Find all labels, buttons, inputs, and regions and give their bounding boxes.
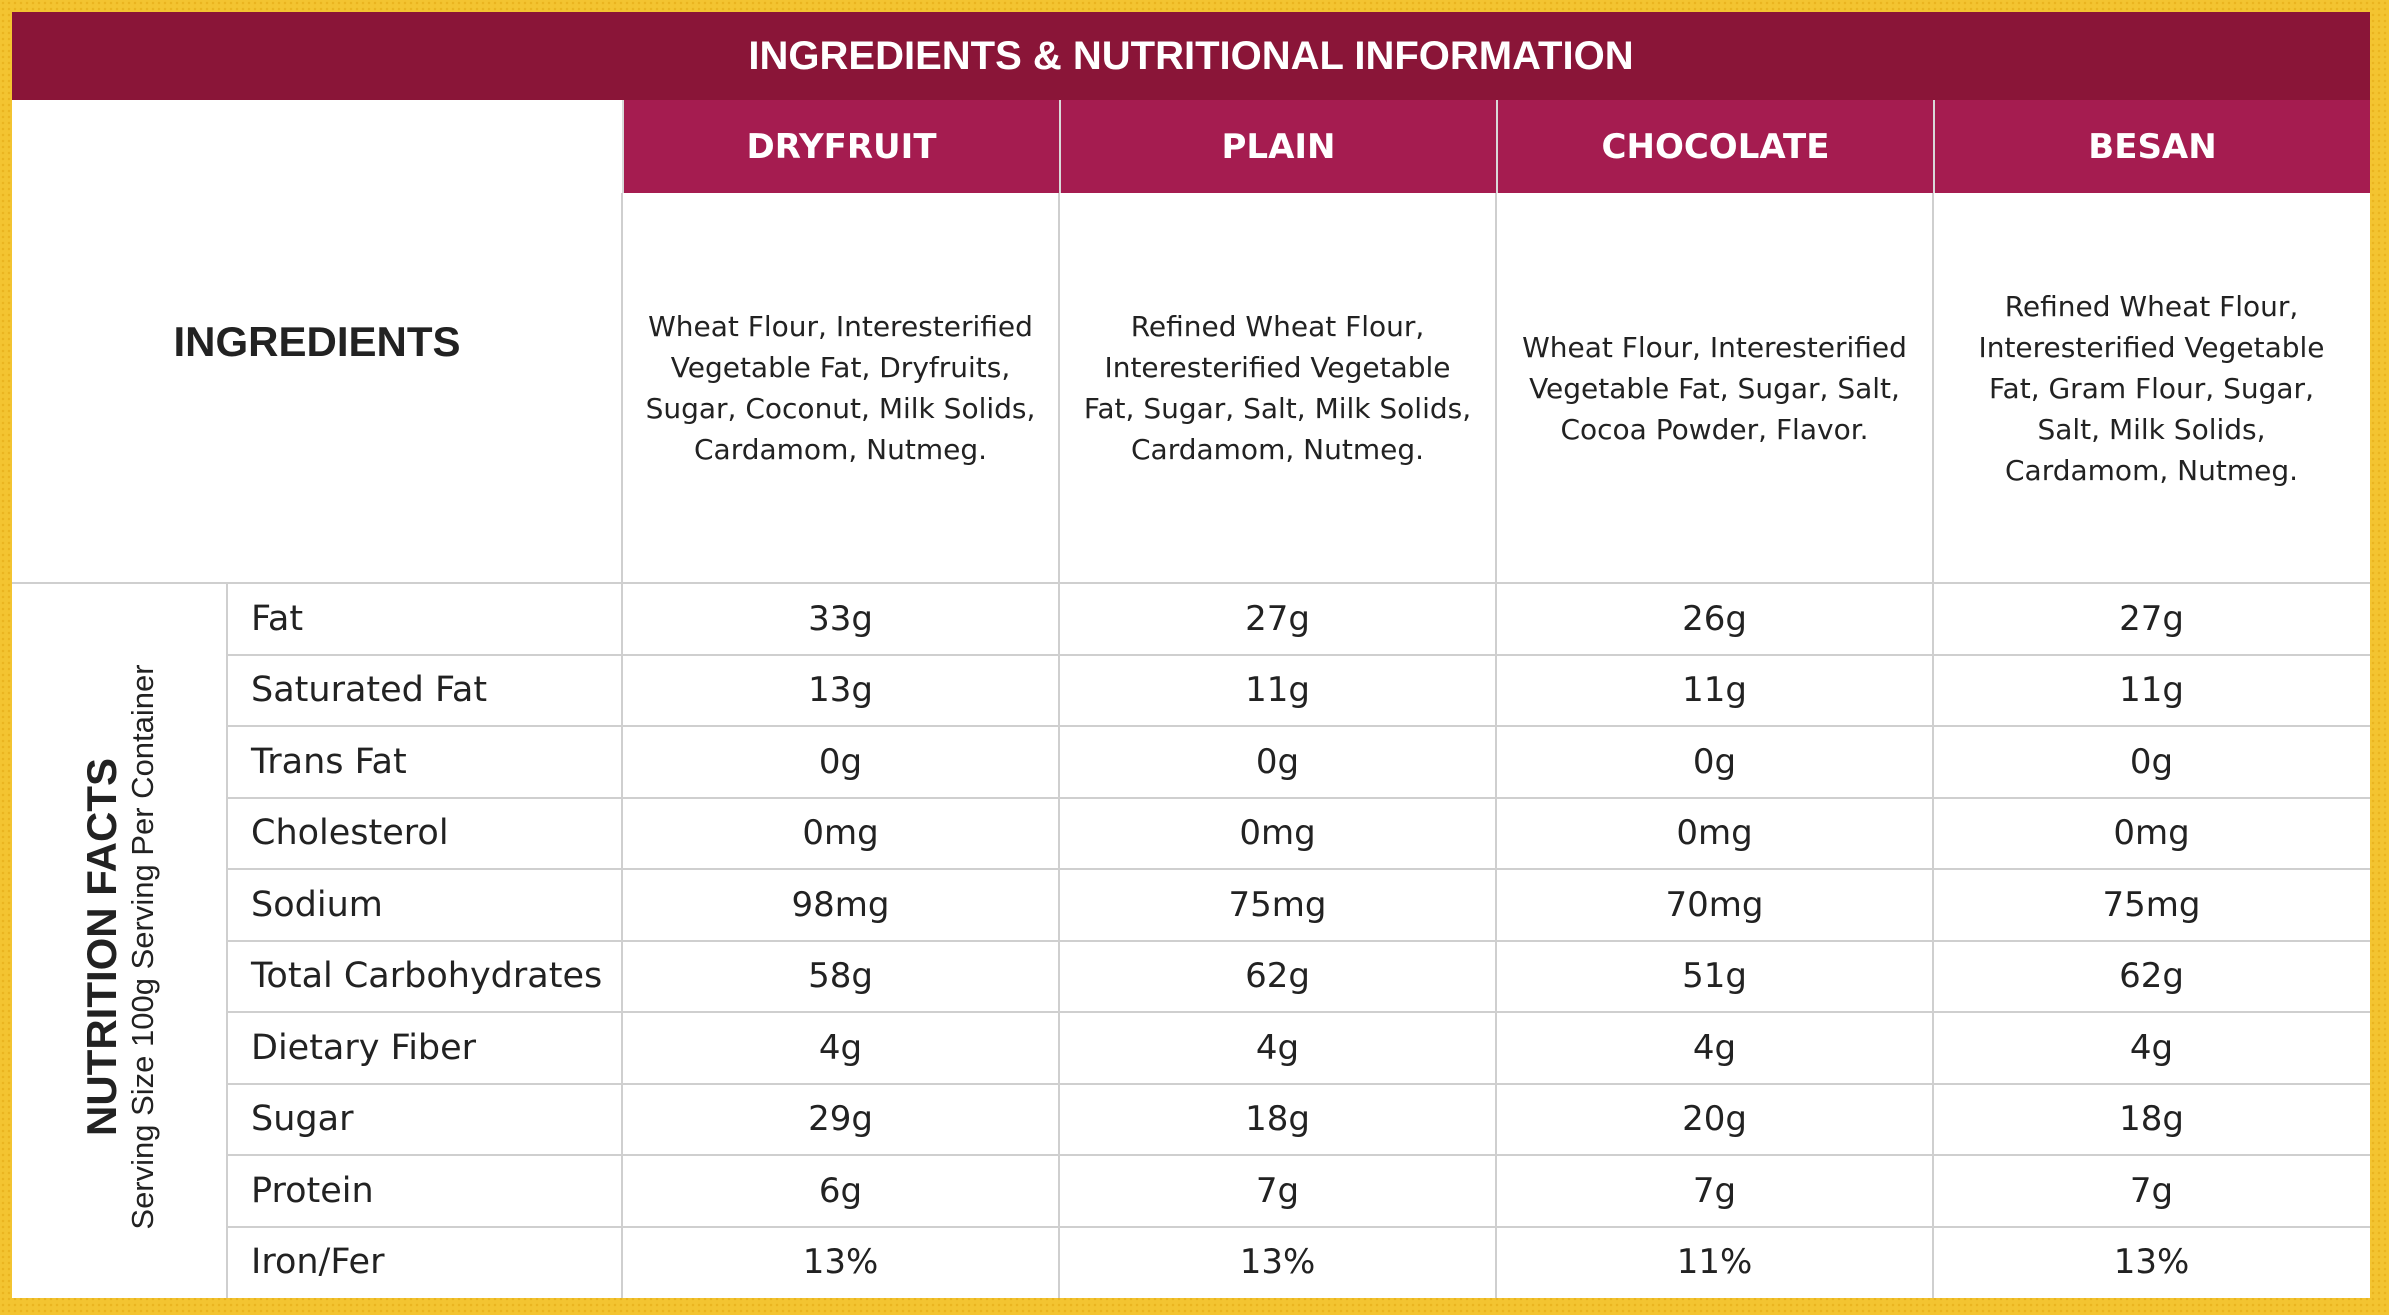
grid-line [1932, 193, 1934, 1298]
grid-line [227, 868, 2370, 870]
grid-line [1058, 193, 1060, 1298]
nutrient-value: 0g [818, 741, 863, 782]
nutrient-value: 4g [818, 1027, 863, 1068]
nutrient-value: 27g [1245, 598, 1310, 639]
nutrient-value: 0g [1255, 741, 1300, 782]
nutrient-value: 11% [1676, 1242, 1753, 1283]
grid-line [227, 1154, 2370, 1156]
nutrient-value: 58g [808, 956, 873, 997]
title-bar: INGREDIENTS & NUTRITIONAL INFORMATION [12, 12, 2370, 100]
nutrient-label: Iron/Fer [251, 1242, 385, 1283]
nutrition-title: NUTRITION FACTS [78, 758, 125, 1136]
nutrient-value: 4g [1692, 1027, 1737, 1068]
grid-line [227, 1082, 2370, 1085]
nutrient-value: 51g [1682, 956, 1747, 997]
nutrient-value: 26g [1682, 598, 1747, 639]
nutrient-label: Dietary Fiber [251, 1027, 477, 1068]
nutrient-value: 4g [2129, 1027, 2174, 1068]
grid-line [227, 1225, 2370, 1228]
ingredients-text: Refined Wheat Flour, Interesterified Veg… [1083, 310, 1472, 466]
nutrient-value: 0g [2129, 741, 2174, 782]
nutrient-label: Sugar [251, 1099, 354, 1140]
nutrient-label: Cholesterol [251, 813, 449, 854]
nutrient-value: 11g [1682, 670, 1747, 711]
nutrient-label: Total Carbohydrates [251, 956, 603, 997]
nutrient-value: 20g [1682, 1099, 1747, 1140]
nutrient-value: 0mg [802, 813, 879, 854]
nutrient-value: 18g [1245, 1099, 1310, 1140]
nutrient-value: 75mg [1228, 884, 1327, 925]
grid-line [1495, 193, 1497, 1298]
nutrient-value: 13g [808, 670, 873, 711]
nutrient-value: 13% [2113, 1242, 2190, 1283]
grid-line [227, 1011, 2370, 1013]
serving-size: Serving Size 100g Serving Per Container [125, 664, 160, 1230]
nutrient-value: 0mg [1676, 813, 1753, 854]
nutrient-label: Protein [251, 1170, 374, 1211]
column-header: BESAN [1933, 100, 2370, 193]
column-header: CHOCOLATE [1496, 100, 1933, 193]
nutrient-value: 11g [1245, 670, 1310, 711]
nutrient-value: 29g [808, 1099, 873, 1140]
nutrient-value: 13% [1239, 1242, 1316, 1283]
nutrition-facts-label: NUTRITION FACTS Serving Size 100g Servin… [78, 664, 161, 1230]
nutrient-value: 62g [1245, 956, 1310, 997]
nutrient-value: 11g [2119, 670, 2184, 711]
nutrient-label: Trans Fat [251, 741, 407, 782]
nutrient-value: 0mg [1239, 813, 1316, 854]
column-header: PLAIN [1059, 100, 1496, 193]
ingredients-label: INGREDIENTS [173, 317, 461, 365]
nutrient-value: 7g [1255, 1170, 1300, 1211]
nutrient-value: 18g [2119, 1099, 2184, 1140]
nutrient-value: 75mg [2102, 884, 2201, 925]
nutrient-value: 33g [808, 598, 873, 639]
nutrient-value: 6g [818, 1170, 863, 1211]
nutrient-label: Fat [251, 598, 304, 639]
nutrient-value: 98mg [791, 884, 890, 925]
grid-line [227, 796, 2370, 799]
nutrient-value: 4g [1255, 1027, 1300, 1068]
nutrient-value: 7g [1692, 1170, 1737, 1211]
nutrient-label: Sodium [251, 884, 383, 925]
nutrient-value: 70mg [1665, 884, 1764, 925]
nutrient-value: 62g [2119, 956, 2184, 997]
grid-line [227, 653, 2370, 656]
ingredients-text: Wheat Flour, Interesterified Vegetable F… [645, 310, 1036, 466]
grid-line [12, 582, 2370, 584]
nutrient-value: 13% [802, 1242, 879, 1283]
nutrient-value: 0mg [2113, 813, 2190, 854]
grid-line [227, 939, 2370, 942]
grid-line [621, 193, 623, 1298]
nutrition-sheet: INGREDIENTS & NUTRITIONAL INFORMATION IN… [12, 12, 2370, 1298]
ingredients-text: Refined Wheat Flour, Interesterified Veg… [1978, 289, 2325, 487]
nutrient-value: 0g [1692, 741, 1737, 782]
nutrient-label: Saturated Fat [251, 670, 488, 711]
grid-line [227, 725, 2370, 727]
nutrient-value: 7g [2129, 1170, 2174, 1211]
ingredients-text: Wheat Flour, Interesterified Vegetable F… [1522, 330, 1907, 446]
column-header: DRYFRUIT [622, 100, 1059, 193]
nutrient-value: 27g [2119, 598, 2184, 639]
